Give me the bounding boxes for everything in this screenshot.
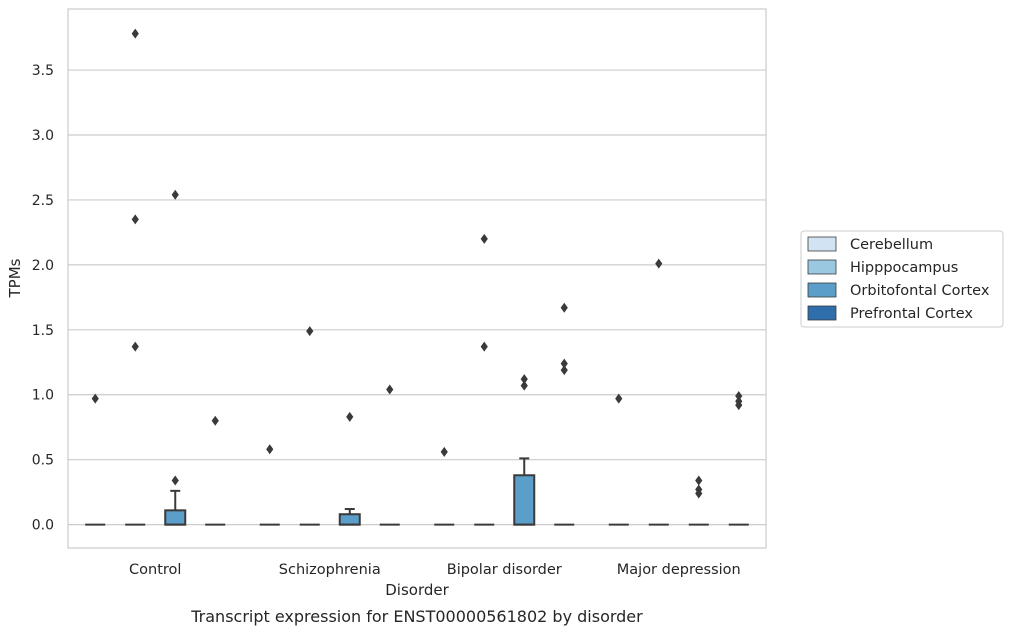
y-tick-label: 0.5 bbox=[32, 453, 54, 469]
outlier-point bbox=[346, 411, 354, 422]
outlier-point bbox=[560, 365, 568, 376]
outlier-point bbox=[306, 326, 314, 337]
y-tick-label: 3.0 bbox=[32, 128, 54, 144]
legend-label: Orbitofontal Cortex bbox=[850, 283, 990, 299]
outlier-point bbox=[735, 391, 743, 402]
outlier-point bbox=[735, 396, 743, 407]
outlier-point bbox=[266, 444, 274, 455]
outlier-point bbox=[171, 189, 179, 200]
outlier-point bbox=[211, 415, 219, 426]
outlier-points bbox=[91, 28, 743, 499]
y-tick-label: 2.5 bbox=[32, 193, 54, 209]
box-orbitofontal-cortex bbox=[338, 508, 361, 526]
x-tick-label: Schizophrenia bbox=[279, 562, 381, 578]
legend-entry: Cerebellum bbox=[807, 236, 933, 253]
y-tick-label: 1.0 bbox=[32, 388, 54, 404]
chart-caption: Transcript expression for ENST0000056180… bbox=[190, 607, 643, 626]
boxes bbox=[85, 457, 749, 526]
legend-swatch bbox=[807, 305, 837, 321]
box-iqr bbox=[513, 474, 536, 526]
legend-swatch bbox=[807, 236, 837, 252]
outlier-point bbox=[440, 446, 448, 457]
grid-lines bbox=[68, 69, 766, 526]
x-axis-ticks: Control Schizophrenia Bipolar disorder Majo… bbox=[129, 562, 741, 578]
y-tick-label: 0.0 bbox=[32, 518, 54, 534]
outlier-point bbox=[695, 475, 703, 486]
legend-entry: Prefrontal Cortex bbox=[807, 305, 973, 322]
box-orbitofontal-cortex bbox=[513, 457, 536, 526]
plot-area bbox=[67, 8, 767, 549]
legend-frame bbox=[800, 230, 1004, 328]
box-iqr bbox=[338, 513, 361, 526]
legend-swatch bbox=[807, 282, 837, 298]
legend-label: Hipppocampus bbox=[850, 260, 958, 276]
x-tick-label: Bipolar disorder bbox=[447, 562, 562, 578]
legend-entry: Orbitofontal Cortex bbox=[807, 282, 990, 299]
box-orbitofontal-cortex bbox=[164, 489, 187, 526]
legend-label: Cerebellum bbox=[850, 237, 933, 253]
y-tick-label: 3.5 bbox=[32, 63, 54, 79]
outlier-point bbox=[131, 341, 139, 352]
y-axis-ticks: 0.0 0.5 1.0 1.5 2.0 2.5 3.0 3.5 bbox=[32, 63, 54, 534]
outlier-point bbox=[560, 302, 568, 313]
legend: Cerebellum Hipppocampus Orbitofontal Corte… bbox=[800, 230, 1004, 328]
outlier-point bbox=[695, 484, 703, 495]
outlier-point bbox=[386, 384, 394, 395]
outlier-point bbox=[91, 393, 99, 404]
legend-label: Prefrontal Cortex bbox=[850, 306, 973, 322]
y-tick-label: 2.0 bbox=[32, 258, 54, 274]
x-axis-label: Disorder bbox=[385, 581, 449, 599]
outlier-point bbox=[131, 214, 139, 225]
legend-entry: Hipppocampus bbox=[807, 259, 958, 276]
outlier-point bbox=[131, 28, 139, 39]
legend-swatch bbox=[807, 259, 837, 275]
outlier-point bbox=[615, 393, 623, 404]
outlier-point bbox=[171, 475, 179, 486]
outlier-point bbox=[520, 374, 528, 385]
y-tick-label: 1.5 bbox=[32, 323, 54, 339]
x-tick-label: Major depression bbox=[617, 562, 741, 578]
outlier-point bbox=[520, 380, 528, 391]
outlier-point bbox=[655, 258, 663, 269]
outlier-point bbox=[560, 358, 568, 369]
y-axis-label: TPMs bbox=[6, 258, 24, 298]
outlier-point bbox=[480, 341, 488, 352]
box-iqr bbox=[164, 509, 187, 526]
x-tick-label: Control bbox=[129, 562, 181, 578]
outlier-point bbox=[480, 233, 488, 244]
